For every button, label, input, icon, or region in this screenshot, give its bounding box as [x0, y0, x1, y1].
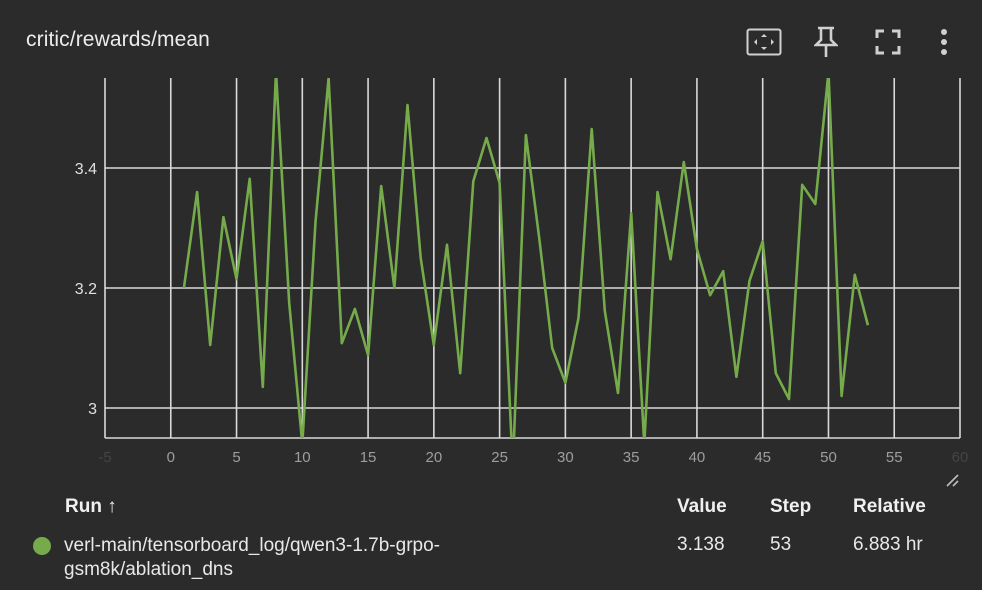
y-tick-label: 3 [88, 401, 97, 418]
x-tick-label: 20 [426, 449, 443, 466]
y-tick-label: 3.2 [75, 281, 97, 298]
x-tick-label: 5 [232, 449, 240, 466]
x-tick-label: 0 [167, 449, 175, 466]
x-tick-label: -5 [98, 449, 111, 466]
y-tick-label: 3.4 [75, 161, 97, 178]
x-tick-label: 55 [886, 449, 903, 466]
x-tick-label: 30 [557, 449, 574, 466]
run-name-line-2: gsm8k/ablation_dns [64, 559, 233, 580]
x-tick-label: 10 [294, 449, 311, 466]
pin-icon [814, 26, 838, 57]
header-step: Step [770, 496, 812, 517]
fit-domain-button[interactable] [744, 22, 784, 62]
x-tick-label: 45 [754, 449, 771, 466]
run-name: verl-main/tensorboard_log/qwen3-1.7b-grp… [64, 534, 534, 582]
fullscreen-icon [875, 29, 901, 55]
header-run[interactable]: Run ↑ [65, 496, 117, 517]
x-tick-label: 25 [491, 449, 508, 466]
x-tick-label: 35 [623, 449, 640, 466]
card-toolbar [744, 22, 964, 62]
run-color-dot [33, 537, 51, 555]
x-tick-label: 50 [820, 449, 837, 466]
card-title: critic/rewards/mean [26, 28, 210, 51]
more-vert-icon [941, 29, 947, 55]
header-value: Value [677, 496, 727, 517]
run-step: 53 [770, 534, 792, 555]
x-tick-label: 15 [360, 449, 377, 466]
run-name-line-1: verl-main/tensorboard_log/qwen3-1.7b-grp… [64, 535, 440, 556]
header-relative: Relative [853, 496, 926, 517]
x-tick-label: 60 [952, 449, 969, 466]
run-value: 3.138 [677, 534, 725, 555]
series-line [182, 78, 870, 438]
pin-button[interactable] [806, 22, 846, 62]
fullscreen-button[interactable] [868, 22, 908, 62]
x-tick-label: 40 [689, 449, 706, 466]
resize-handle-icon[interactable] [945, 473, 959, 487]
more-options-button[interactable] [924, 22, 964, 62]
line-chart[interactable]: -5 0 5 10 15 20 25 30 35 40 45 50 55 60 3 3.2 3.4 [0, 0, 982, 480]
fit-domain-icon [746, 28, 782, 56]
run-relative: 6.883 hr [853, 534, 923, 555]
